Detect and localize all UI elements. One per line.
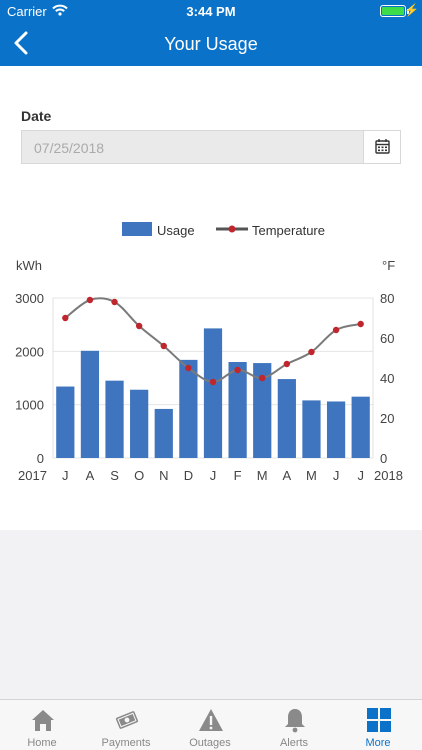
temperature-point <box>332 326 340 334</box>
home-icon <box>32 710 54 731</box>
usage-bar <box>154 408 173 458</box>
grid-icon <box>367 708 391 732</box>
usage-bar <box>203 328 223 458</box>
usage-bar <box>302 400 321 458</box>
usage-bar <box>228 362 247 458</box>
left-axis-unit: kWh <box>16 258 42 273</box>
temperature-legend-swatch <box>216 225 248 233</box>
tab-bar: Home Payments Outages Alerts <box>0 699 422 750</box>
temperature-point <box>135 322 143 330</box>
chart-legend: Usage Temperature <box>0 219 422 239</box>
battery-icon <box>380 5 406 17</box>
tab-more[interactable]: More <box>336 700 420 750</box>
left-tick-label: 2000 <box>15 344 44 359</box>
usage-bar <box>130 389 149 458</box>
temperature-legend-label: Temperature <box>252 223 325 238</box>
temperature-point <box>259 374 266 382</box>
usage-bar <box>326 401 346 458</box>
temperature-point <box>111 298 118 306</box>
right-tick-label: 60 <box>380 331 394 346</box>
left-tick-label: 3000 <box>15 291 44 306</box>
tab-alerts[interactable]: Alerts <box>252 700 336 750</box>
tab-outages[interactable]: Outages <box>168 700 252 750</box>
left-tick-label: 0 <box>37 451 44 466</box>
tab-payments[interactable]: Payments <box>84 700 168 750</box>
page-title: Your Usage <box>164 34 258 54</box>
month-label: F <box>234 468 242 483</box>
end-year-label: 2018 <box>374 468 403 483</box>
temperature-point <box>283 360 291 368</box>
right-axis-unit: °F <box>382 258 395 273</box>
temperature-point <box>357 320 364 328</box>
month-label: J <box>357 468 364 483</box>
usage-bar <box>56 386 75 458</box>
temperature-point <box>185 364 192 372</box>
calendar-icon <box>375 139 390 154</box>
month-label: D <box>184 468 193 483</box>
tab-home-label: Home <box>27 737 57 749</box>
month-label: A <box>86 468 95 483</box>
temperature-point <box>209 378 217 386</box>
month-label: A <box>283 468 292 483</box>
wifi-icon <box>52 4 68 16</box>
back-chevron-icon[interactable] <box>10 30 34 56</box>
carrier-label: Carrier <box>7 4 47 19</box>
left-tick-label: 1000 <box>15 398 44 413</box>
temperature-point <box>308 348 315 356</box>
usage-bar <box>277 379 296 458</box>
temperature-point <box>62 314 69 322</box>
payments-icon <box>115 711 139 729</box>
month-label: M <box>306 468 317 483</box>
month-label: S <box>110 468 119 483</box>
status-time: 3:44 PM <box>186 4 236 19</box>
usage-legend-swatch <box>122 222 152 236</box>
month-label: N <box>159 468 168 483</box>
usage-bar <box>253 363 272 458</box>
month-label: O <box>134 468 144 483</box>
right-tick-label: 20 <box>380 411 394 426</box>
temperature-point <box>86 296 94 304</box>
tab-outages-label: Outages <box>189 737 231 749</box>
month-label: J <box>333 468 340 483</box>
tab-home[interactable]: Home <box>0 700 84 750</box>
usage-content: Date 07/25/2018 Usage Temperature kWh °F 3… <box>0 66 422 530</box>
right-tick-label: 40 <box>380 371 394 386</box>
usage-bar <box>80 350 100 458</box>
right-tick-label: 80 <box>380 291 394 306</box>
usage-legend-label: Usage <box>157 223 195 238</box>
status-bar: Carrier 3:44 PM ⚡ <box>0 0 422 22</box>
month-label: M <box>257 468 268 483</box>
right-tick-label: 0 <box>380 451 387 466</box>
top-bar: Carrier 3:44 PM ⚡ Your Usage <box>0 0 422 66</box>
month-label: J <box>210 468 217 483</box>
charging-icon: ⚡ <box>404 3 419 17</box>
usage-bar <box>105 380 124 458</box>
usage-bar <box>179 359 198 458</box>
date-label: Date <box>21 108 52 124</box>
tab-alerts-label: Alerts <box>279 737 309 749</box>
warning-icon <box>199 709 223 731</box>
start-year-label: 2017 <box>18 468 47 483</box>
usage-bar <box>351 396 370 458</box>
bell-icon <box>285 709 305 733</box>
date-field[interactable]: 07/25/2018 <box>21 130 363 164</box>
tab-payments-label: Payments <box>101 737 151 749</box>
tab-more-label: More <box>365 737 391 749</box>
month-label: J <box>62 468 69 483</box>
temperature-point <box>234 366 241 374</box>
calendar-button[interactable] <box>363 130 401 164</box>
temperature-point <box>160 342 167 350</box>
